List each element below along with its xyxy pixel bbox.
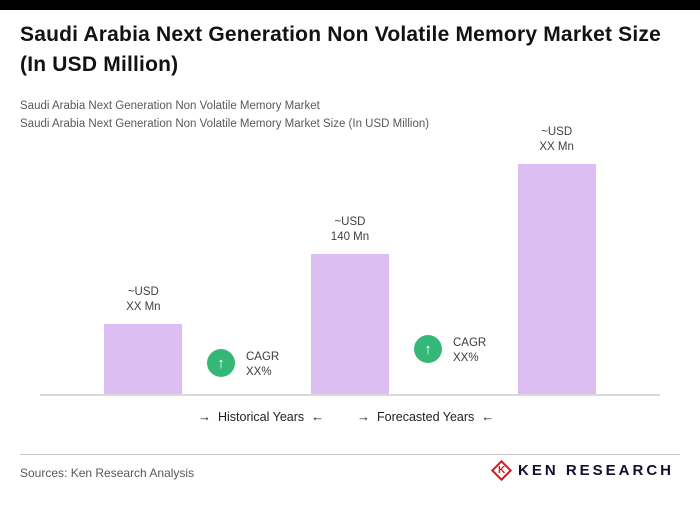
bar-label-line1: ~USD <box>541 125 573 138</box>
cagr-label: CAGR <box>246 351 280 363</box>
bar-value-label: ~USD XX Mn <box>539 125 574 156</box>
bar-label-line1: ~USD <box>334 215 366 228</box>
page-title: Saudi Arabia Next Generation Non Volatil… <box>20 23 661 77</box>
footer-divider <box>20 454 680 455</box>
chart-subtitles: Saudi Arabia Next Generation Non Volatil… <box>20 98 640 134</box>
cagr-text: CAGR XX% <box>246 349 279 380</box>
bar-base-year <box>310 254 389 394</box>
up-arrow-icon: ↑ <box>414 335 442 363</box>
bar-forecast <box>517 164 596 394</box>
axis-legend-forecasted-years: → Forecasted Years ← <box>357 409 494 424</box>
cagr-value: XX% <box>246 365 272 378</box>
logo-k-letter: K <box>497 464 506 476</box>
cagr-text: CAGR XX% <box>453 335 486 366</box>
right-arrow-icon: → <box>357 409 370 424</box>
cagr-badge-forecast: ↑ CAGR XX% <box>414 335 486 366</box>
ken-research-logo: K KEN RESEARCH <box>490 459 674 482</box>
axis-legend-label: Forecasted Years <box>377 409 475 424</box>
bar-label-line2: XX Mn <box>539 141 574 154</box>
axis-legend-historical-years: → Historical Years ← <box>198 409 324 424</box>
left-arrow-icon: ← <box>311 409 325 424</box>
subtitle-line-1: Saudi Arabia Next Generation Non Volatil… <box>20 100 320 112</box>
subtitle-line-2: Saudi Arabia Next Generation Non Volatil… <box>20 117 430 130</box>
bar-chart-plot-area: ~USD XX Mn ~USD 140 Mn ~USD XX Mn ↑ CAGR… <box>40 120 660 396</box>
bar-column-historical: ~USD XX Mn <box>104 285 183 394</box>
cagr-label: CAGR <box>453 337 487 349</box>
bar-column-base: ~USD 140 Mn <box>310 215 389 394</box>
bar-historical <box>104 324 183 394</box>
bar-value-label: ~USD XX Mn <box>126 285 161 316</box>
bar-label-line1: ~USD <box>127 285 159 298</box>
left-arrow-icon: ← <box>481 409 495 424</box>
up-arrow-icon: ↑ <box>207 349 235 377</box>
cagr-value: XX% <box>453 351 479 364</box>
logo-wordmark: KEN RESEARCH <box>517 462 674 479</box>
right-arrow-icon: → <box>198 409 211 424</box>
bar-label-line2: XX Mn <box>126 301 161 314</box>
bar-label-line2: 140 Mn <box>330 231 370 244</box>
top-black-bar <box>0 0 700 10</box>
sources-note: Sources: Ken Research Analysis <box>20 466 195 480</box>
cagr-badge-historical: ↑ CAGR XX% <box>207 349 279 380</box>
axis-legend-label: Historical Years <box>218 409 305 424</box>
ken-research-diamond-icon: K <box>490 459 513 482</box>
bar-value-label: ~USD 140 Mn <box>331 215 369 246</box>
bar-column-forecast: ~USD XX Mn <box>517 125 596 394</box>
